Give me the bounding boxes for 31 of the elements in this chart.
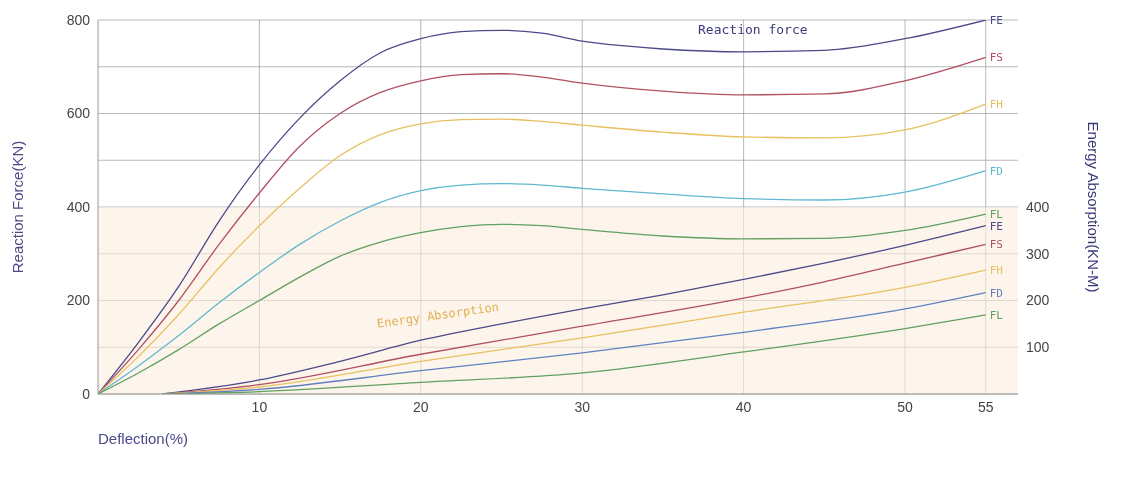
y-axis-title: Reaction Force(KN)	[9, 140, 27, 274]
y2-axis-title: Energy Absorption(KN-M)	[1084, 121, 1102, 293]
series-label: FE	[989, 14, 1003, 27]
series-label: FD	[989, 164, 1003, 178]
band-label: Energy Absorption	[376, 299, 500, 331]
series-label: FH	[989, 98, 1003, 112]
x-tick-label: 50	[897, 398, 914, 415]
series-label: FS	[989, 51, 1003, 65]
series-label: FE	[989, 219, 1003, 233]
y-tick-label: 400	[66, 198, 91, 215]
y-tick-label: 0	[82, 385, 91, 402]
y2-tick-label: 100	[1026, 339, 1050, 356]
y2-tick-label: 300	[1026, 245, 1050, 262]
series-label: FS	[989, 238, 1003, 252]
x-tick-label: 40	[735, 398, 752, 415]
x-tick-label: 30	[574, 398, 591, 415]
x-tick-label: 55	[977, 398, 994, 415]
x-tick-label: 10	[251, 398, 268, 415]
annotation: Reaction force	[698, 22, 808, 37]
series-label: FL	[989, 208, 1004, 222]
y-tick-label: 800	[66, 11, 91, 28]
x-tick-label: 20	[413, 398, 429, 415]
y2-tick-label: 200	[1026, 292, 1050, 309]
line-series	[98, 169, 987, 394]
series-label: FD	[989, 286, 1003, 300]
series-label: FH	[989, 264, 1003, 278]
series-label: FL	[989, 308, 1004, 322]
y-tick-label: 200	[66, 292, 91, 309]
y-tick-label: 600	[66, 105, 91, 122]
x-axis-title: Deflection(%)	[98, 430, 189, 447]
y2-tick-label: 400	[1026, 198, 1050, 215]
